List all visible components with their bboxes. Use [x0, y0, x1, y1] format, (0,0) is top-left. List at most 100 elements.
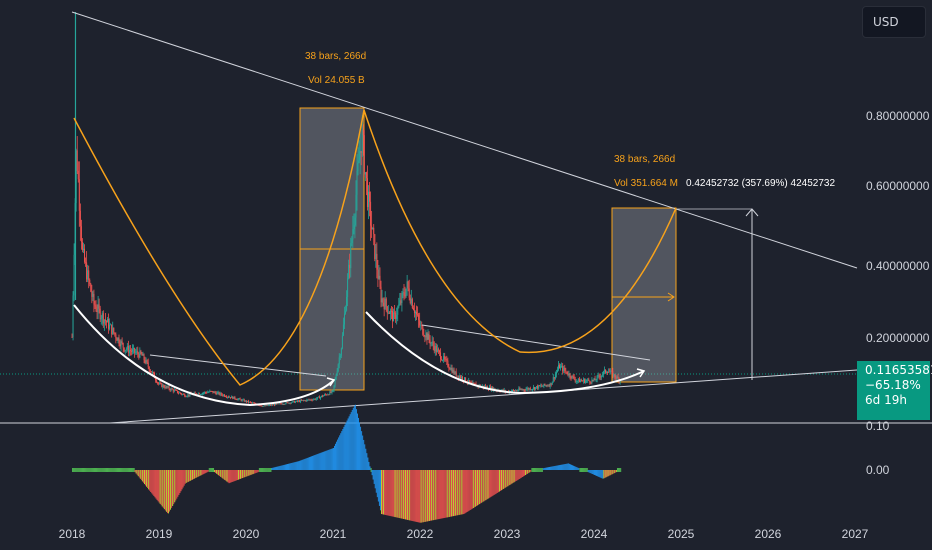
candle-body: [606, 372, 608, 373]
candle-body: [111, 324, 113, 335]
oscillator-bar: [124, 468, 126, 472]
candle-body: [150, 371, 152, 373]
candle-body: [433, 345, 435, 352]
oscillator-bar: [379, 470, 381, 511]
oscillator-bar: [363, 439, 365, 470]
candle-body: [428, 333, 430, 340]
candle-body: [449, 368, 451, 370]
oscillator-bar: [541, 468, 543, 472]
oscillator-bar: [111, 468, 113, 472]
candle-body: [138, 354, 140, 358]
candle-body: [230, 397, 232, 398]
oscillator-bar: [494, 470, 496, 495]
oscillator-bar: [394, 470, 396, 518]
oscillator-bar: [436, 470, 438, 520]
oscillator-bar: [562, 464, 564, 470]
oscillator-bar: [275, 466, 277, 470]
oscillator-bar: [450, 470, 452, 517]
oscillator-bar: [298, 461, 300, 470]
candle-body: [82, 248, 84, 250]
oscillator-bar: [299, 460, 301, 470]
oscillator-bar: [572, 465, 573, 470]
oscillator-bar: [102, 468, 104, 472]
candle-body: [447, 360, 449, 367]
candle-body: [538, 385, 540, 389]
candle-body: [532, 387, 534, 390]
candle-body: [140, 350, 142, 354]
candle-body: [146, 360, 148, 363]
measure-box-2[interactable]: [611, 207, 677, 383]
candle-body: [280, 403, 282, 405]
candle-body: [123, 347, 125, 352]
oscillator-bar: [527, 470, 529, 474]
oscillator-bar: [364, 444, 366, 470]
oscillator-bar: [94, 468, 97, 472]
oscillator-bar: [563, 464, 565, 470]
oscillator-bar: [554, 465, 556, 470]
candle-body: [372, 227, 374, 230]
candle-body: [279, 403, 281, 405]
price-change: −65.18%: [865, 378, 921, 392]
candle-body: [456, 375, 458, 377]
candle-body: [326, 394, 328, 396]
rounded-bottom-curve-2[interactable]: [365, 311, 645, 395]
candle-body: [188, 394, 190, 396]
oscillator-bar: [457, 470, 459, 516]
oscillator-bar: [413, 470, 415, 522]
descending-trendline[interactable]: [71, 11, 858, 269]
oscillator-bar: [469, 470, 471, 511]
oscillator-bar: [229, 470, 231, 483]
candle-body: [416, 312, 418, 315]
oscillator-bar: [375, 470, 377, 493]
oscillator-bar: [223, 470, 225, 480]
candle-body: [591, 379, 593, 383]
oscillator-bar: [131, 468, 133, 472]
candle-body: [616, 376, 618, 379]
oscillator-bar: [615, 470, 617, 473]
candle-body: [242, 399, 244, 401]
time-axis: 2018 2019 2020 2021 2022 2023 2024 2025 2026 2027: [59, 527, 869, 541]
candle-body: [327, 394, 329, 396]
candle-body: [125, 349, 127, 351]
oscillator-bar: [520, 470, 522, 478]
oscillator-bar: [529, 470, 531, 473]
candle-body: [545, 385, 547, 387]
candle-body: [502, 389, 504, 392]
oscillator-bar: [189, 470, 191, 481]
oscillator-bar: [458, 470, 460, 516]
oscillator-bar: [156, 470, 158, 500]
candle-body: [165, 386, 167, 389]
candle-body: [262, 406, 264, 407]
cycle-curve-1[interactable]: [73, 109, 365, 386]
oscillator-bar: [426, 470, 428, 522]
candle-body: [88, 270, 90, 280]
candle-body: [567, 373, 569, 376]
candle-body: [445, 359, 447, 360]
candle-body: [382, 298, 384, 303]
cycle-curve-2[interactable]: [363, 109, 677, 354]
candle-body: [603, 369, 605, 372]
oscillator-bar: [555, 465, 557, 470]
oscillator-bar: [139, 470, 141, 479]
candle-body: [560, 366, 562, 369]
oscillator-bar: [410, 470, 412, 521]
oscillator-bar: [218, 470, 220, 476]
oscillator-bar: [582, 468, 584, 472]
candle-body: [587, 379, 589, 381]
rounded-bottom-curve-1[interactable]: [73, 304, 335, 407]
candle-body: [363, 135, 365, 175]
oscillator-bar: [287, 464, 288, 470]
ascending-support-line[interactable]: [109, 369, 858, 424]
oscillator-bar: [152, 470, 154, 495]
oscillator-bar: [212, 468, 215, 472]
currency-button[interactable]: USD: [862, 6, 926, 38]
candle-body: [469, 380, 471, 383]
wedge-upper-line-2[interactable]: [421, 324, 651, 361]
wedge-upper-line-1[interactable]: [149, 354, 327, 377]
candle-body: [266, 405, 268, 407]
candle-body: [285, 402, 287, 404]
measure-2-bars-label: 38 bars, 266d: [614, 154, 675, 165]
oscillator-bar: [97, 468, 99, 472]
oscillator-bar: [163, 470, 165, 510]
